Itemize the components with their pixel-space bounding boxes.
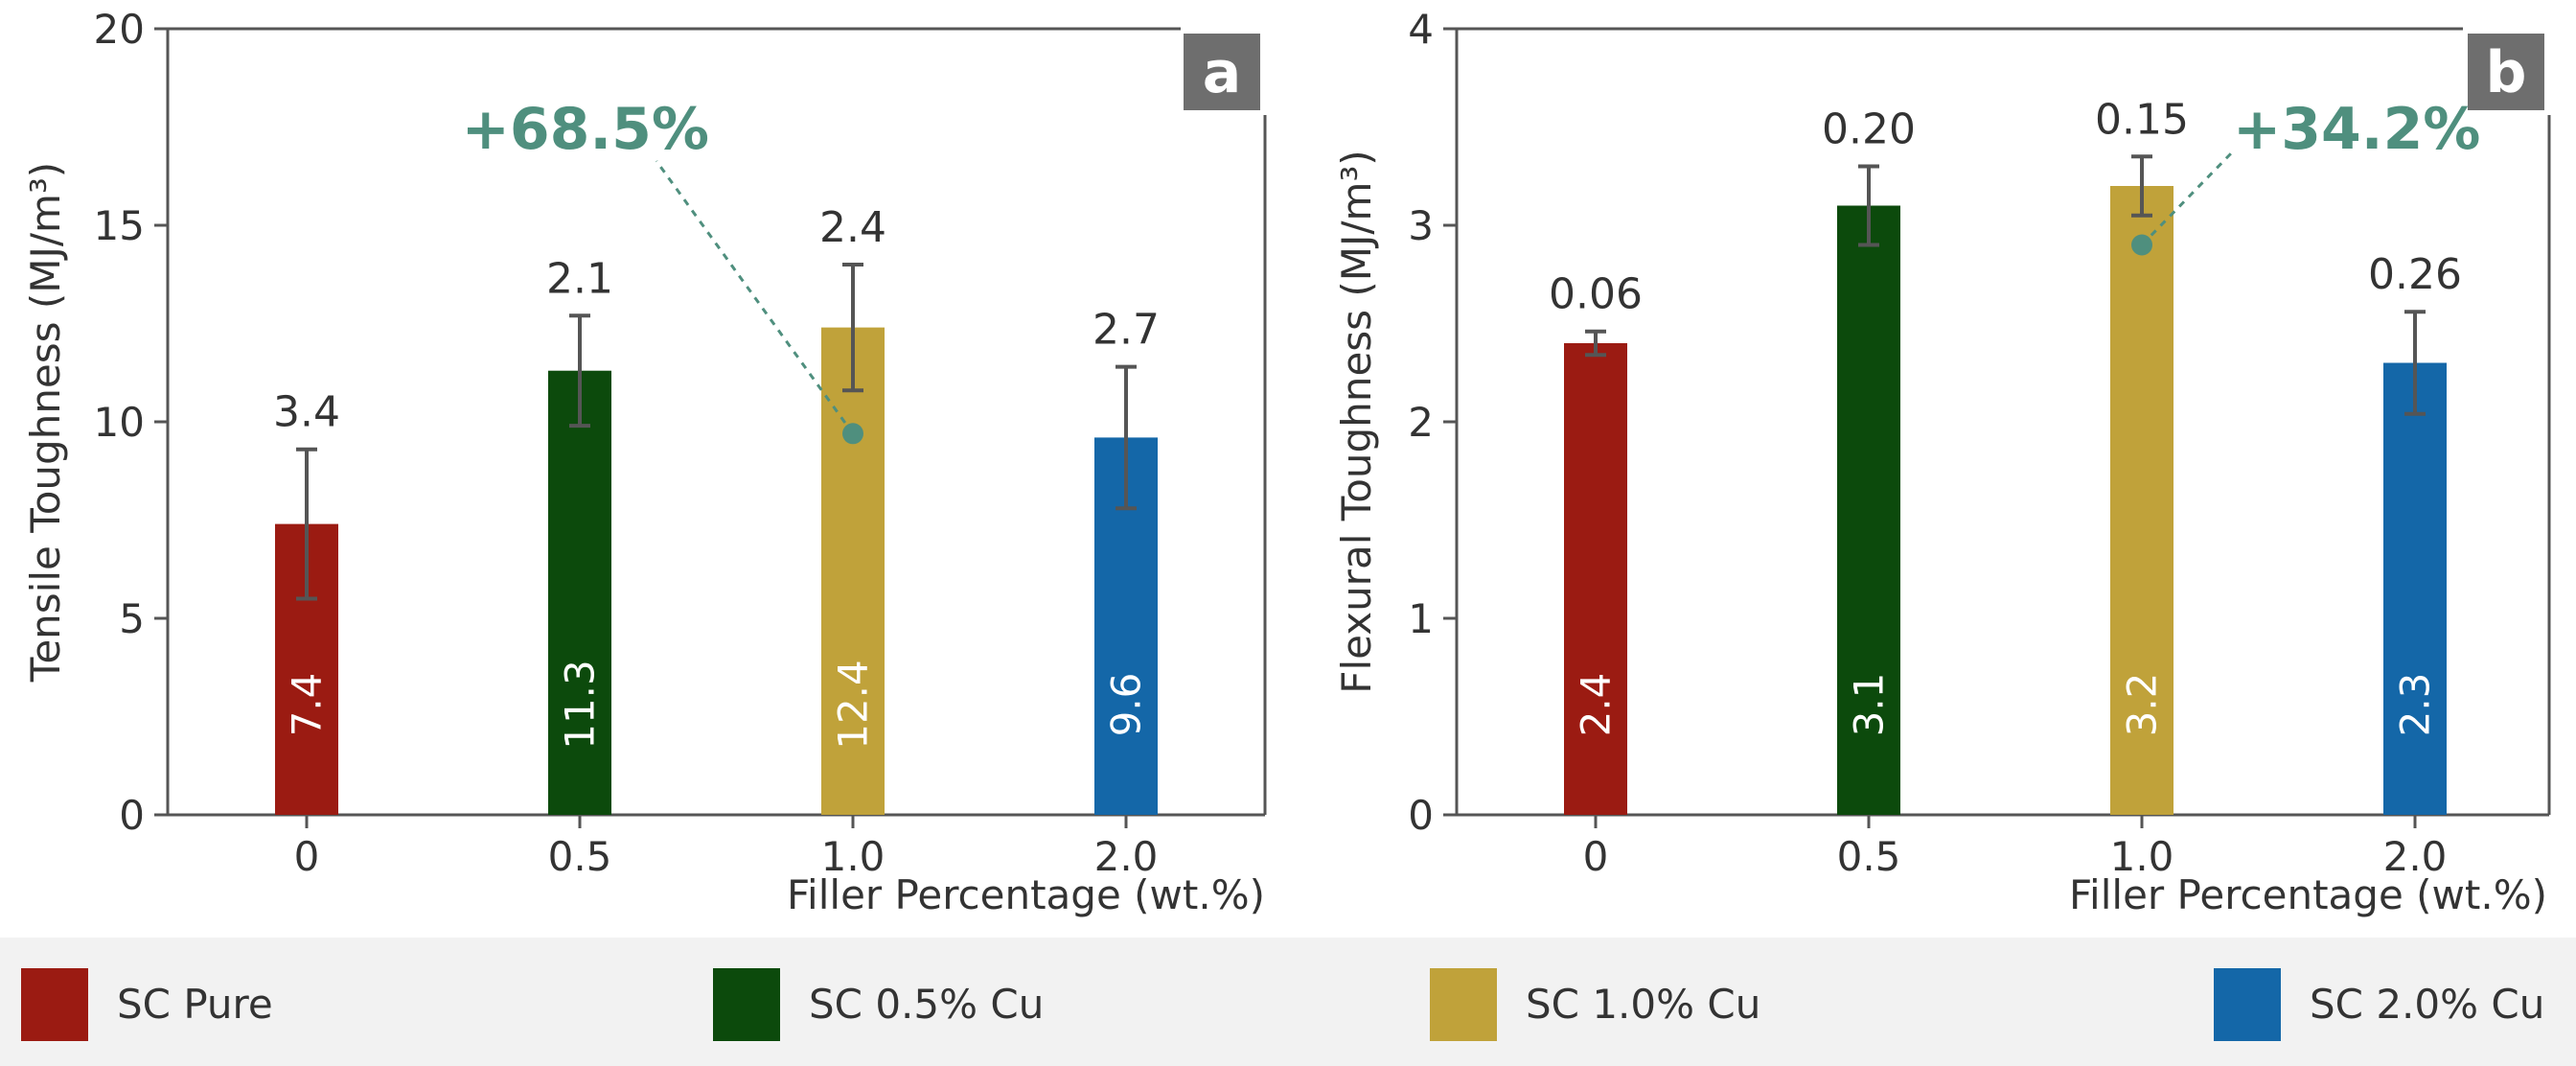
- bar-value-label: 7.4: [284, 673, 331, 737]
- legend-swatch: [713, 968, 780, 1041]
- annotation-marker: [2131, 234, 2152, 256]
- legend-swatch: [1430, 968, 1497, 1041]
- y-tick-label: 10: [94, 399, 145, 446]
- y-tick-label: 20: [94, 6, 145, 53]
- x-tick-label: 2.0: [2383, 833, 2448, 880]
- y-axis-title: Tensile Toughness (MJ/m³): [22, 162, 69, 683]
- error-value-label: 3.4: [273, 388, 340, 437]
- annotation-leader-line: [655, 160, 855, 435]
- annotation-leader-line: [2140, 150, 2235, 246]
- error-value-label: 2.7: [1092, 306, 1160, 355]
- annotation-marker: [842, 423, 863, 445]
- x-tick-label: 0: [1583, 833, 1609, 880]
- panel-a-chart: a 0 5 10 15 20 Tensile Toughness (MJ/m³) 0 7.4 3.…: [22, 6, 1267, 918]
- legend-label: SC 2.0% Cu: [2310, 981, 2544, 1028]
- x-axis-title: Filler Percentage (wt.%): [787, 871, 1265, 918]
- bar: [2110, 186, 2174, 815]
- y-tick-label: 0: [1408, 792, 1434, 839]
- error-value-label: 0.20: [1822, 105, 1916, 154]
- bar-value-label: 9.6: [1103, 673, 1150, 737]
- legend-label: SC 0.5% Cu: [809, 981, 1044, 1028]
- y-tick-label: 2: [1408, 399, 1434, 446]
- annotation-label: +34.2%: [2233, 96, 2480, 163]
- bar-value-label: 3.2: [2119, 673, 2166, 737]
- bar-value-label: 11.3: [557, 660, 604, 750]
- panel-badge-label: b: [2486, 39, 2527, 106]
- legend-swatch: [2214, 968, 2281, 1041]
- bar-value-label: 3.1: [1846, 673, 1893, 737]
- bar-value-label: 2.3: [2392, 673, 2439, 737]
- bar: [2383, 362, 2447, 815]
- panel-b-chart: b 0 1 2 3 4 Flexural Toughness (MJ/m³) 0 2.4 0.06…: [1333, 6, 2551, 918]
- bar: [548, 370, 611, 815]
- x-tick-label: 0.5: [548, 833, 612, 880]
- x-tick-label: 0: [294, 833, 320, 880]
- error-value-label: 0.26: [2368, 250, 2462, 299]
- y-tick-label: 3: [1408, 202, 1434, 249]
- legend-label: SC Pure: [117, 981, 273, 1028]
- y-axis-title: Flexural Toughness (MJ/m³): [1333, 150, 1380, 693]
- legend-swatch: [21, 968, 88, 1041]
- panel-badge-label: a: [1203, 39, 1242, 106]
- legend-background: [0, 938, 2576, 1066]
- bar: [1564, 343, 1627, 815]
- y-tick-label: 4: [1408, 6, 1434, 53]
- x-tick-label: 0.5: [1837, 833, 1901, 880]
- legend: SC Pure SC 0.5% Cu SC 1.0% Cu SC 2.0% Cu: [21, 968, 2544, 1041]
- bar-value-label: 12.4: [830, 660, 877, 750]
- panel-badge: [2468, 34, 2544, 110]
- x-tick-label: 2.0: [1094, 833, 1159, 880]
- annotation-label: +68.5%: [462, 96, 709, 163]
- bar-value-label: 2.4: [1573, 673, 1620, 737]
- error-value-label: 0.15: [2095, 95, 2189, 144]
- bar: [1837, 205, 1900, 815]
- error-value-label: 0.06: [1549, 270, 1643, 319]
- y-tick-label: 0: [119, 792, 145, 839]
- error-value-label: 2.4: [819, 203, 886, 252]
- x-tick-label: 1.0: [2110, 833, 2174, 880]
- error-value-label: 2.1: [546, 254, 613, 303]
- x-tick-label: 1.0: [821, 833, 886, 880]
- y-tick-label: 15: [94, 202, 145, 249]
- bar: [821, 327, 885, 815]
- y-tick-label: 1: [1408, 595, 1434, 642]
- x-axis-title: Filler Percentage (wt.%): [2069, 871, 2547, 918]
- panel-badge: [1184, 34, 1260, 110]
- legend-label: SC 1.0% Cu: [1526, 981, 1760, 1028]
- y-tick-label: 5: [119, 595, 145, 642]
